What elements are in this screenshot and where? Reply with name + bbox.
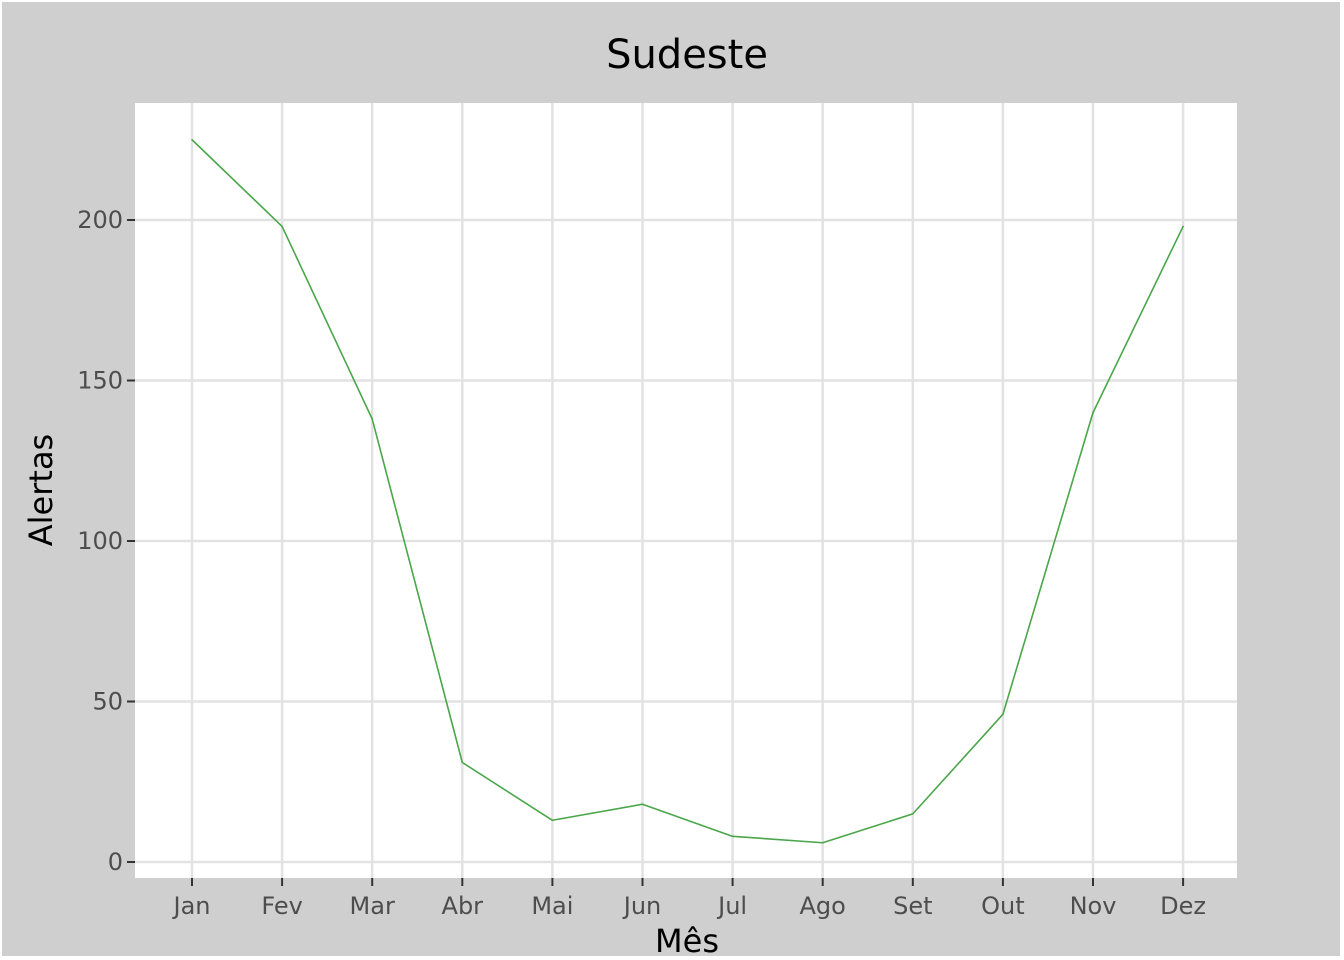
x-axis-label: Mês (655, 922, 719, 956)
data-point (1182, 225, 1184, 228)
data-point (551, 819, 554, 822)
x-tick-label: Ago (800, 892, 846, 920)
x-tick-label: Mai (531, 892, 573, 920)
y-axis: 0 50 100 150 200 (77, 206, 135, 876)
chart-title: Sudeste (606, 32, 768, 78)
x-tick-label: Fev (261, 892, 302, 920)
series-line (191, 139, 1184, 844)
data-point (1092, 411, 1094, 414)
y-tick-label: 200 (77, 206, 123, 234)
x-tick-label: Jun (622, 892, 662, 920)
grid-lines (135, 103, 1237, 878)
x-tick-label: Mar (350, 892, 395, 920)
data-point (641, 803, 644, 806)
x-tick-label: Dez (1160, 892, 1206, 920)
y-tick-label: 100 (77, 527, 123, 555)
plot-panel (135, 103, 1237, 878)
x-tick-label: Jul (716, 892, 747, 920)
x-tick-label: Jan (172, 892, 211, 920)
data-point (461, 761, 464, 764)
data-point (821, 841, 824, 844)
data-point (191, 138, 193, 141)
y-tick-label: 0 (108, 848, 123, 876)
y-tick-label: 50 (92, 688, 123, 716)
x-tick-label: Nov (1070, 892, 1117, 920)
data-point (731, 835, 734, 838)
data-point (281, 225, 283, 228)
data-point (912, 813, 914, 815)
x-axis: Jan Fev Mar Abr Mai Jun Jul Ago Set Out Nov Dez (172, 878, 1206, 920)
data-point (371, 418, 374, 420)
x-tick-label: Set (893, 892, 932, 920)
y-axis-label: Alertas (22, 434, 60, 546)
x-tick-label: Out (981, 892, 1025, 920)
series-layer (191, 138, 1184, 844)
y-tick-label: 150 (77, 367, 123, 395)
x-tick-label: Abr (442, 892, 484, 920)
data-point (1002, 713, 1004, 716)
